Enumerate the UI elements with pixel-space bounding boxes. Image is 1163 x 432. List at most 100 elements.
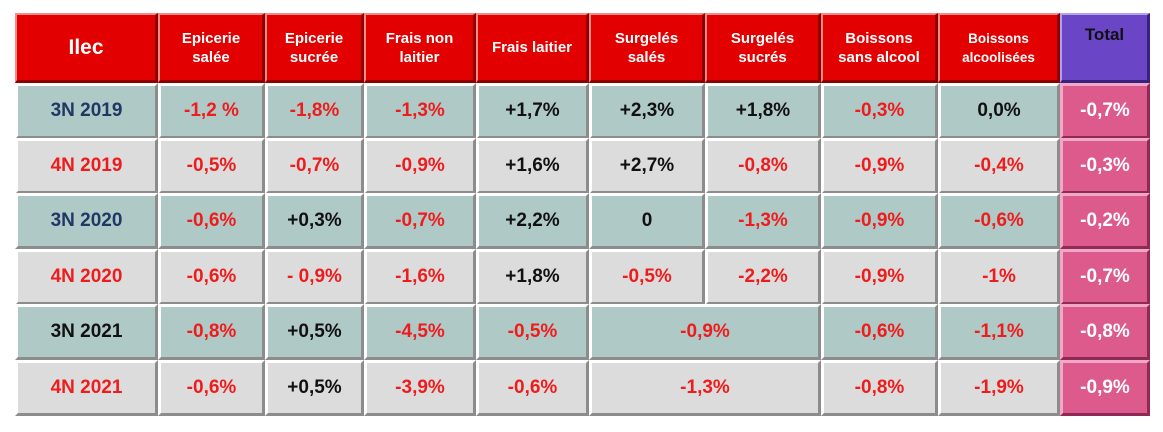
total-cell: -0,7% xyxy=(1060,249,1150,305)
row-label-text: 4N 2019 xyxy=(50,155,123,176)
table-cell: +2,2% xyxy=(476,193,589,249)
table-cell: - 0,9% xyxy=(265,249,364,305)
column-header-4: Frais laitier xyxy=(476,13,589,83)
row-label: 4N 2020 xyxy=(15,249,158,305)
table-cell: -0,9% xyxy=(821,249,938,305)
table-cell: -0,6% xyxy=(158,249,265,305)
row-label: 3N 2020 xyxy=(15,193,158,249)
table-cell: -1,2 % xyxy=(158,83,265,139)
table-cell-text: 0 xyxy=(641,210,653,231)
table-cell-text: -0,6% xyxy=(186,210,237,231)
column-header-6: Surgelés sucrés xyxy=(705,13,821,83)
column-header-9: Total xyxy=(1060,13,1150,83)
row-label: 3N 2019 xyxy=(15,83,158,139)
row-label: 3N 2021 xyxy=(15,304,158,360)
table-cell: -0,8% xyxy=(705,138,821,194)
column-header-8: Boissons alcoolisées xyxy=(938,13,1060,83)
table-cell-text: -0,5% xyxy=(622,266,672,287)
table-cell-text: +0,5% xyxy=(287,377,342,398)
column-header-3-text: Frais non laitier xyxy=(385,29,454,66)
table-cell-text: -0,6% xyxy=(186,266,237,287)
table-cell: +1,8% xyxy=(705,83,821,139)
row-label: 4N 2019 xyxy=(15,138,158,194)
table-cell: -0,6% xyxy=(158,193,265,249)
table-cell-text: -0,8% xyxy=(186,321,237,342)
table-cell: -0,7% xyxy=(364,193,476,249)
header-corner: Ilec xyxy=(15,13,158,83)
table-cell: -0,8% xyxy=(158,304,265,360)
table-cell: -0,6% xyxy=(158,360,265,416)
table-cell-text: -0,9% xyxy=(854,155,905,176)
table-cell-text: 0,0% xyxy=(977,100,1021,121)
table-cell-text: -0,8% xyxy=(738,155,788,176)
column-header-5-text: Surgelés salés xyxy=(614,29,679,66)
table-cell: -0,6% xyxy=(821,304,938,360)
total-cell: -0,3% xyxy=(1060,138,1150,194)
table-cell-text: -1,3% xyxy=(680,377,730,398)
table-cell: -0,6% xyxy=(476,360,589,416)
column-header-1-text: Epicerie salée xyxy=(181,29,241,66)
table-cell: -0,9% xyxy=(589,304,821,360)
column-header-9-text: Total xyxy=(1084,25,1125,44)
table-cell: -0,9% xyxy=(364,138,476,194)
table-cell-text: -0,6% xyxy=(974,210,1024,231)
table-cell: -0,4% xyxy=(938,138,1060,194)
table-cell: -2,2% xyxy=(705,249,821,305)
table-cell-text: -1,6% xyxy=(395,266,445,287)
table-cell-text: -0,9% xyxy=(854,266,905,287)
table-cell-text: -0,7% xyxy=(395,210,445,231)
table-cell: +1,7% xyxy=(476,83,589,139)
total-cell: -0,9% xyxy=(1060,360,1150,416)
total-cell-text: -0,7% xyxy=(1080,266,1130,287)
table-cell: +1,8% xyxy=(476,249,589,305)
table-cell: +0,5% xyxy=(265,304,364,360)
column-header-2-text: Epicerie sucrée xyxy=(284,29,344,66)
table-cell-text: -0,7% xyxy=(289,155,340,176)
table-cell-text: -0,5% xyxy=(186,155,237,176)
table-cell: +0,5% xyxy=(265,360,364,416)
table-cell-text: -0,6% xyxy=(507,377,558,398)
table-cell: -0,9% xyxy=(821,193,938,249)
table-cell: -1,3% xyxy=(364,83,476,139)
table-cell-text: +2,3% xyxy=(619,100,675,121)
column-header-5: Surgelés salés xyxy=(589,13,705,83)
table-cell: -1,8% xyxy=(265,83,364,139)
total-cell-text: -0,7% xyxy=(1080,100,1130,121)
column-header-7-text: Boissons sans alcool xyxy=(838,29,920,66)
table-cell: -4,5% xyxy=(364,304,476,360)
table-cell: -0,5% xyxy=(589,249,705,305)
table-cell-text: -0,8% xyxy=(854,377,905,398)
table-cell-text: +1,7% xyxy=(505,100,560,121)
table-cell: +0,3% xyxy=(265,193,364,249)
total-cell-text: -0,2% xyxy=(1080,210,1130,231)
table-cell: +1,6% xyxy=(476,138,589,194)
table-cell-text: -1,2 % xyxy=(184,100,239,121)
table-cell: +2,3% xyxy=(589,83,705,139)
table-cell-text: -0,3% xyxy=(854,100,905,121)
table-cell: -0,5% xyxy=(158,138,265,194)
table-cell-text: -0,6% xyxy=(186,377,237,398)
table-cell: -1,1% xyxy=(938,304,1060,360)
table-cell: 0 xyxy=(589,193,705,249)
row-label: 4N 2021 xyxy=(15,360,158,416)
table-cell-text: -0,4% xyxy=(974,155,1024,176)
table-cell-text: +2,2% xyxy=(505,210,560,231)
row-label-text: 4N 2021 xyxy=(50,377,123,398)
total-cell: -0,2% xyxy=(1060,193,1150,249)
row-label-text: 4N 2020 xyxy=(50,266,123,287)
total-cell-text: -0,3% xyxy=(1080,155,1130,176)
table-cell-text: +2,7% xyxy=(619,155,675,176)
table-cell-text: -0,5% xyxy=(507,321,558,342)
table-cell-text: - 0,9% xyxy=(287,266,342,287)
table-cell-text: +1,6% xyxy=(505,155,560,176)
total-cell-text: -0,9% xyxy=(1080,377,1130,398)
table-cell: +2,7% xyxy=(589,138,705,194)
table-cell: -0,7% xyxy=(265,138,364,194)
table-cell-text: -1,9% xyxy=(974,377,1024,398)
column-header-4-text: Frais laitier xyxy=(491,39,573,56)
column-header-3: Frais non laitier xyxy=(364,13,476,83)
table-cell: -1% xyxy=(938,249,1060,305)
table-cell-text: -1,3% xyxy=(738,210,788,231)
table-cell: -1,3% xyxy=(705,193,821,249)
